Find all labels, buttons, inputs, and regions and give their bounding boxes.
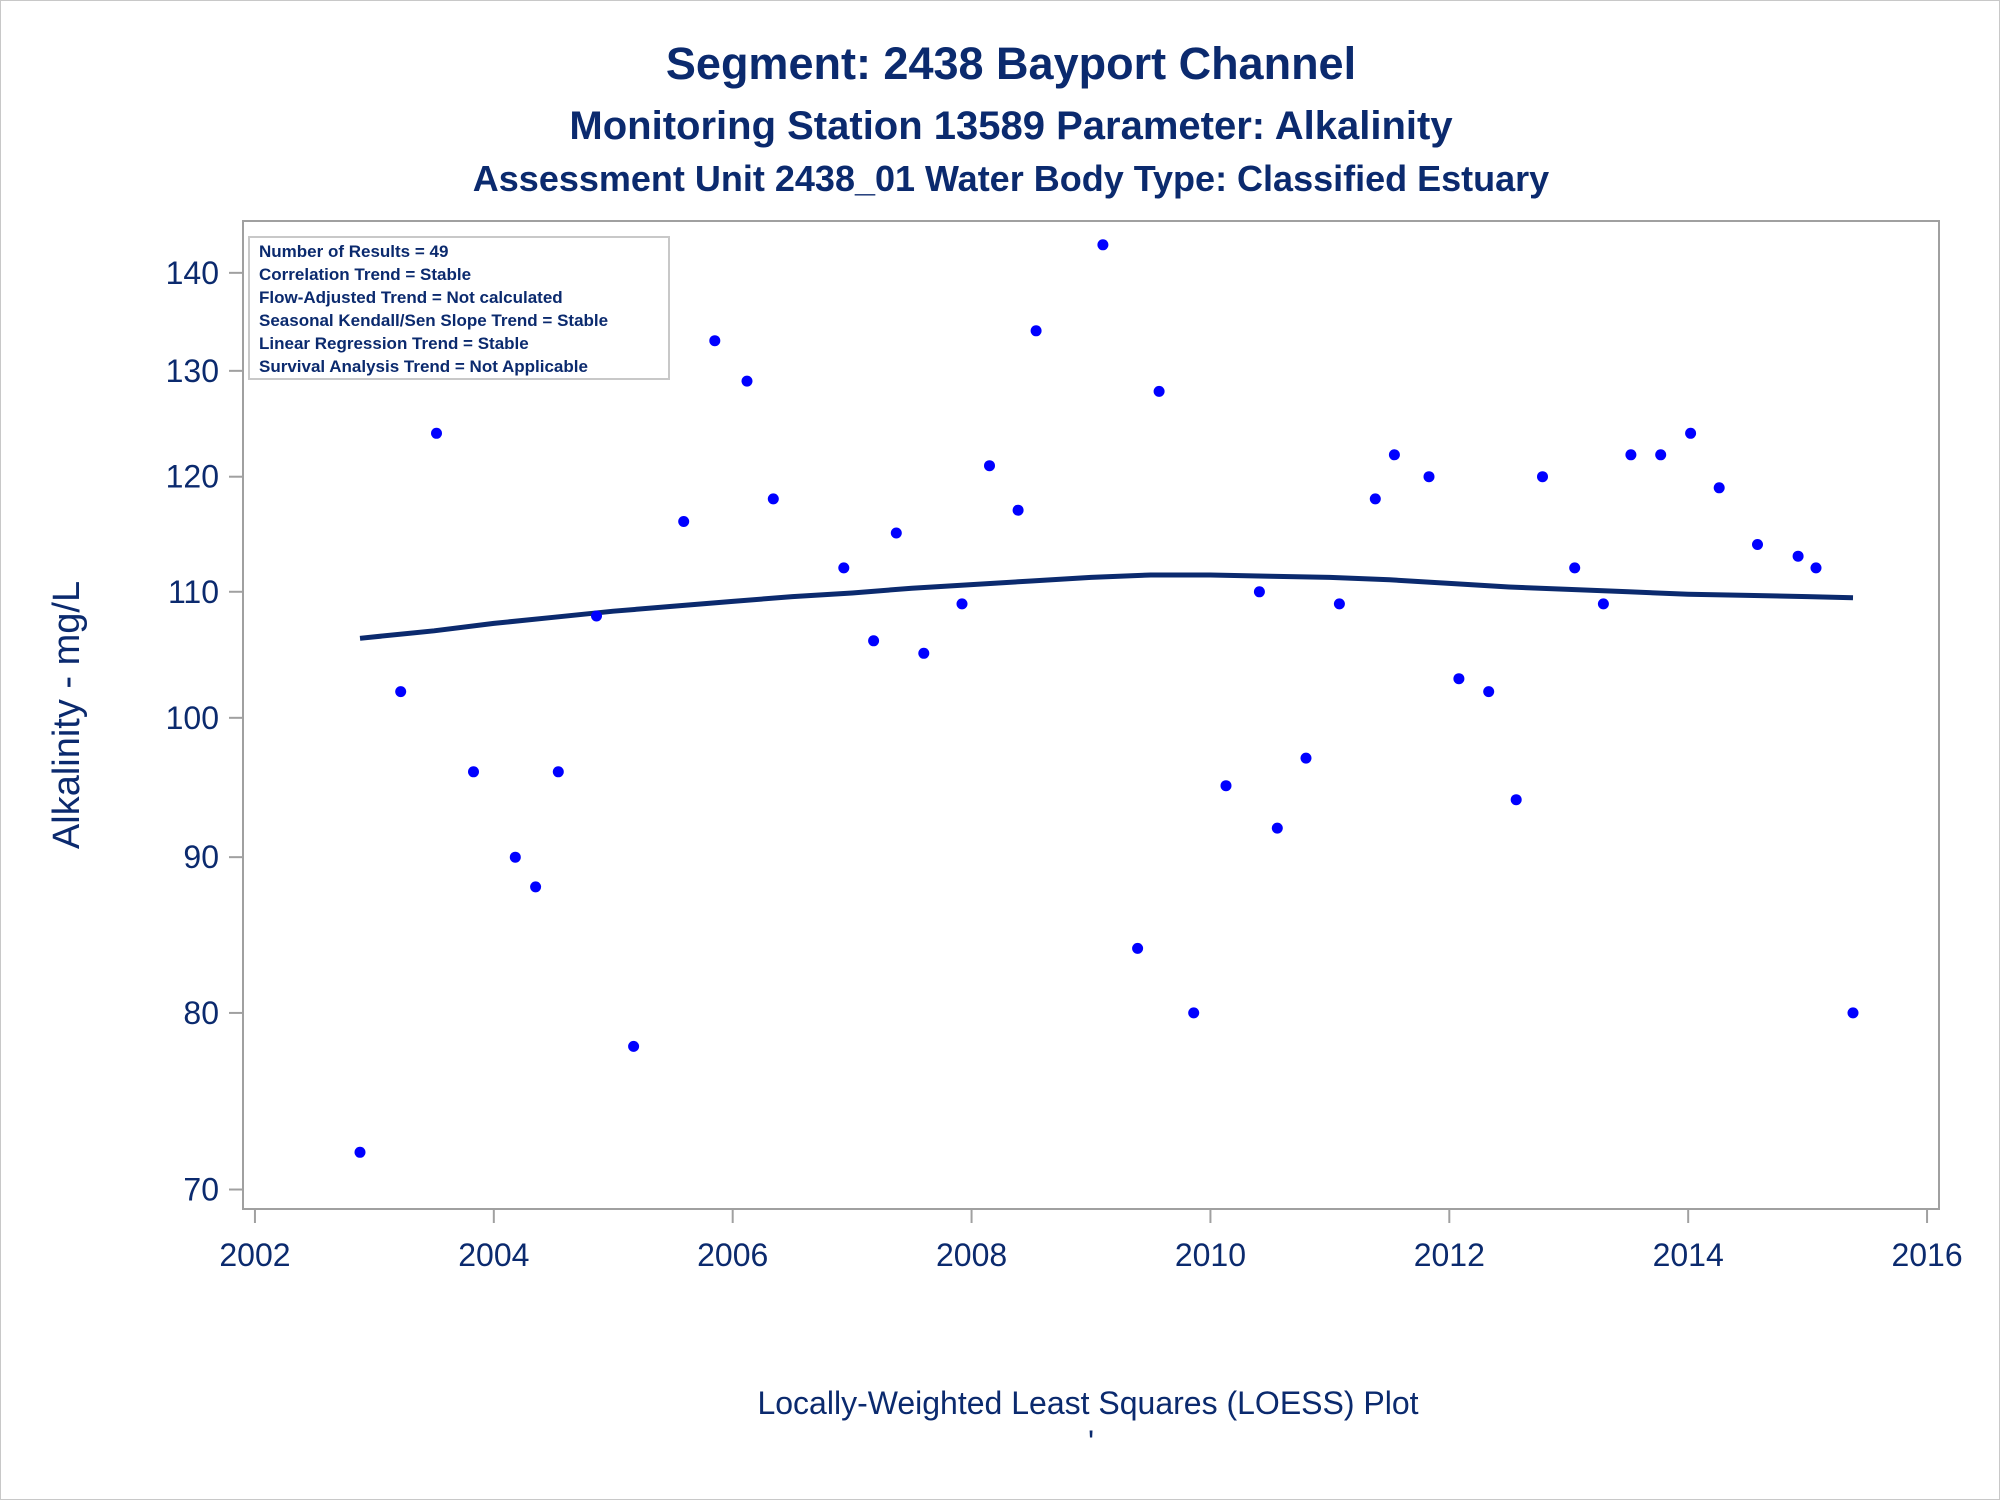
- data-point: [1369, 493, 1381, 505]
- footnote-mark: ': [1088, 1424, 1094, 1460]
- x-tick-label: 2010: [1175, 1237, 1246, 1273]
- stats-survival-analysis-trend: Survival Analysis Trend = Not Applicable: [259, 357, 588, 376]
- y-tick-label: 80: [183, 995, 219, 1031]
- data-point: [1097, 239, 1109, 251]
- plot-footnote: Locally-Weighted Least Squares (LOESS) P…: [757, 1385, 1418, 1421]
- data-point: [868, 635, 880, 647]
- data-point: [1300, 752, 1312, 764]
- data-point: [509, 851, 521, 863]
- chart-subtitle-station: Monitoring Station 13589 Parameter: Alka…: [569, 104, 1453, 148]
- data-point: [1792, 550, 1804, 562]
- y-axis: 70 80 90 100 110 120 130 140: [166, 255, 243, 1208]
- data-point: [1188, 1007, 1200, 1019]
- x-axis: 2002 2004 2006 2008 2010 2012 2014 2016: [219, 1209, 1963, 1273]
- data-point: [1030, 325, 1042, 337]
- data-point: [1453, 673, 1465, 685]
- y-tick-label: 130: [166, 353, 219, 389]
- data-point: [678, 516, 690, 527]
- data-point: [956, 598, 968, 610]
- data-point: [395, 686, 407, 698]
- data-point: [1537, 471, 1548, 483]
- plot-area: [242, 220, 1940, 1210]
- y-tick-label: 110: [168, 574, 219, 610]
- data-point: [354, 1146, 366, 1158]
- chart-subtitle-assessment: Assessment Unit 2438_01 Water Body Type:…: [473, 158, 1549, 199]
- loess-line: [359, 572, 1854, 641]
- data-point: [1483, 686, 1495, 698]
- x-tick-label: 2008: [936, 1237, 1007, 1273]
- x-tick-label: 2006: [697, 1237, 768, 1273]
- data-point: [1847, 1007, 1859, 1019]
- data-point: [890, 527, 902, 539]
- chart-title: Segment: 2438 Bayport Channel: [666, 38, 1356, 89]
- x-tick-label: 2002: [219, 1237, 290, 1273]
- data-point: [918, 647, 930, 659]
- data-point: [1752, 539, 1763, 550]
- x-tick-label: 2016: [1891, 1237, 1962, 1273]
- stats-linear-regression-trend: Linear Regression Trend = Stable: [259, 334, 529, 353]
- stats-box-border: [248, 236, 670, 380]
- data-point: [1271, 822, 1283, 834]
- data-point: [1253, 586, 1265, 598]
- data-point: [1388, 449, 1400, 461]
- data-point: [1423, 471, 1435, 483]
- y-tick-label: 100: [166, 700, 219, 736]
- data-point: [1510, 794, 1522, 806]
- stats-number-of-results: Number of Results = 49: [259, 242, 448, 261]
- data-point: [530, 881, 542, 893]
- data-point: [552, 766, 564, 778]
- data-point: [1333, 598, 1345, 610]
- data-point: [1597, 598, 1609, 610]
- data-point: [838, 562, 850, 574]
- data-points-layer: [354, 239, 1859, 1158]
- data-point: [1685, 427, 1697, 439]
- data-point: [741, 375, 753, 387]
- data-point: [1012, 504, 1024, 516]
- data-point: [709, 335, 721, 347]
- loess-curve-layer: [359, 572, 1854, 641]
- stats-box: Number of Results = 49 Correlation Trend…: [248, 236, 670, 380]
- stats-seasonal-kendall-trend: Seasonal Kendall/Sen Slope Trend = Stabl…: [259, 311, 608, 330]
- data-point: [431, 427, 442, 439]
- y-tick-label: 140: [166, 255, 219, 291]
- data-point: [1713, 482, 1725, 494]
- data-point: [1625, 449, 1637, 461]
- y-axis-label: Alkalinity - mg/L: [46, 581, 88, 849]
- data-point: [1810, 562, 1822, 574]
- y-tick-label: 70: [183, 1172, 219, 1208]
- data-point: [591, 610, 602, 622]
- x-tick-label: 2004: [458, 1237, 529, 1273]
- data-point: [1132, 942, 1144, 954]
- data-point: [1220, 780, 1232, 792]
- x-tick-label: 2012: [1414, 1237, 1485, 1273]
- y-tick-label: 90: [183, 839, 219, 875]
- data-point: [1569, 562, 1581, 574]
- data-point: [468, 766, 479, 778]
- stats-correlation-trend: Correlation Trend = Stable: [259, 265, 471, 284]
- stats-flow-adjusted-trend: Flow-Adjusted Trend = Not calculated: [259, 288, 563, 307]
- data-point: [767, 493, 779, 505]
- data-point: [628, 1040, 640, 1052]
- x-tick-label: 2014: [1653, 1237, 1724, 1273]
- y-tick-label: 120: [166, 459, 219, 495]
- data-point: [1655, 449, 1667, 461]
- data-point: [1153, 385, 1165, 397]
- data-point: [984, 460, 995, 472]
